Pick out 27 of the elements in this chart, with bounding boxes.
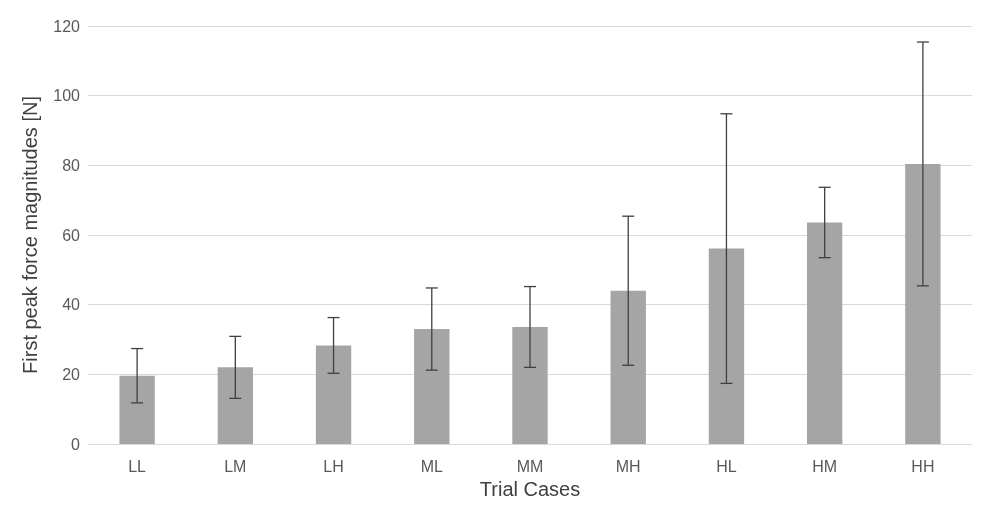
y-tick-label: 0 xyxy=(71,435,81,453)
bar xyxy=(708,248,745,444)
x-tick-label: HH xyxy=(911,457,935,475)
bar xyxy=(119,375,155,444)
x-tick-label: MM xyxy=(516,457,544,475)
y-tick-label: 100 xyxy=(53,87,81,105)
x-tick-label: LM xyxy=(224,457,247,475)
y-tick-label: 120 xyxy=(53,17,81,35)
bar xyxy=(512,326,548,444)
x-tick-label: HL xyxy=(716,457,737,475)
x-axis-title: Trial Cases xyxy=(479,477,581,500)
bar xyxy=(806,222,843,444)
x-tick-label: LH xyxy=(323,457,344,475)
bar xyxy=(217,367,254,444)
x-tick-label: HM xyxy=(812,457,838,475)
x-tick-label: LL xyxy=(128,457,147,475)
bar xyxy=(610,290,646,444)
y-axis-title: First peak force magnitudes [N] xyxy=(19,96,41,374)
y-tick-label: 40 xyxy=(62,296,81,314)
y-tick-label: 20 xyxy=(62,365,81,383)
x-tick-label: MH xyxy=(615,457,641,475)
y-tick-label: 80 xyxy=(62,156,81,174)
bar xyxy=(315,345,352,444)
y-tick-label: 60 xyxy=(62,226,81,244)
bar xyxy=(905,163,941,444)
bar xyxy=(414,329,450,444)
x-tick-label: ML xyxy=(420,457,443,475)
